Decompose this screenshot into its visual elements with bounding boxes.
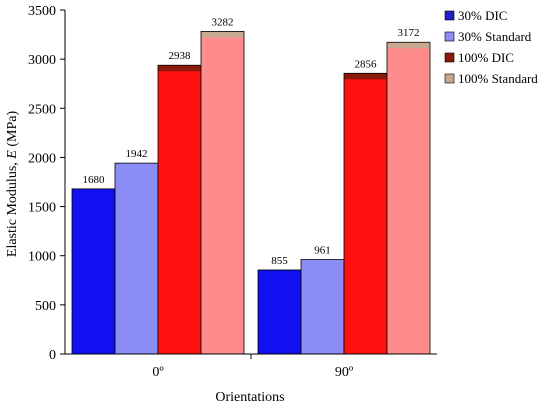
legend: 30% DIC 30% Standard 100% DIC 100% Standard: [444, 8, 538, 86]
bar: [115, 163, 158, 354]
legend-swatch: [444, 73, 455, 84]
data-label: 961: [314, 245, 331, 257]
legend-swatch: [444, 10, 455, 21]
data-labels-group: 1680 1942 2938 3282 855 961 2856 3172: [83, 16, 420, 267]
legend-label: 100% Standard: [458, 71, 538, 86]
y-axis-title-prefix: Elastic Modulus,: [5, 159, 20, 257]
data-label: 2938: [169, 50, 192, 62]
y-tick-label: 0: [49, 348, 56, 363]
legend-label: 30% Standard: [458, 29, 532, 44]
y-ticks-group: 0 500 1000 1500 2000 2500 3000 3500: [28, 4, 65, 363]
y-tick-label: 2500: [28, 102, 56, 117]
y-tick-label: 1000: [28, 250, 56, 265]
data-label: 855: [271, 255, 288, 267]
data-label: 1942: [126, 148, 148, 160]
bar: [301, 259, 344, 354]
y-tick-label: 3500: [28, 4, 56, 19]
data-label: 1680: [83, 174, 106, 186]
x-tick-label: 90º: [335, 365, 354, 380]
bar-cap: [344, 73, 387, 80]
y-tick-label: 500: [35, 299, 56, 314]
y-axis-title: Elastic Modulus, E (MPa): [5, 111, 20, 258]
bar: [72, 188, 115, 354]
y-tick-label: 3000: [28, 53, 56, 68]
x-tick-label: 0º: [152, 365, 164, 380]
legend-label: 100% DIC: [458, 50, 514, 65]
data-label: 3282: [212, 16, 234, 28]
data-label: 3172: [398, 27, 420, 39]
bar: [344, 73, 387, 355]
legend-swatch: [444, 31, 455, 42]
bar: [158, 65, 201, 354]
bar: [258, 269, 301, 354]
bar-cap: [201, 31, 244, 38]
y-tick-label: 2000: [28, 151, 56, 166]
bar-cap: [158, 65, 201, 72]
x-axis-title: Orientations: [215, 390, 284, 405]
x-ticks-group: 0º 90º: [152, 354, 354, 380]
bar: [201, 31, 244, 355]
bar: [387, 42, 430, 355]
y-tick-label: 1500: [28, 201, 56, 216]
y-axis-title-variable: E: [5, 150, 20, 160]
legend-swatch: [444, 52, 455, 63]
bar-cap: [387, 42, 430, 49]
y-axis-title-suffix: (MPa): [5, 111, 20, 151]
bars-group: [71, 31, 431, 355]
legend-label: 30% DIC: [458, 8, 507, 23]
data-label: 2856: [355, 58, 378, 70]
